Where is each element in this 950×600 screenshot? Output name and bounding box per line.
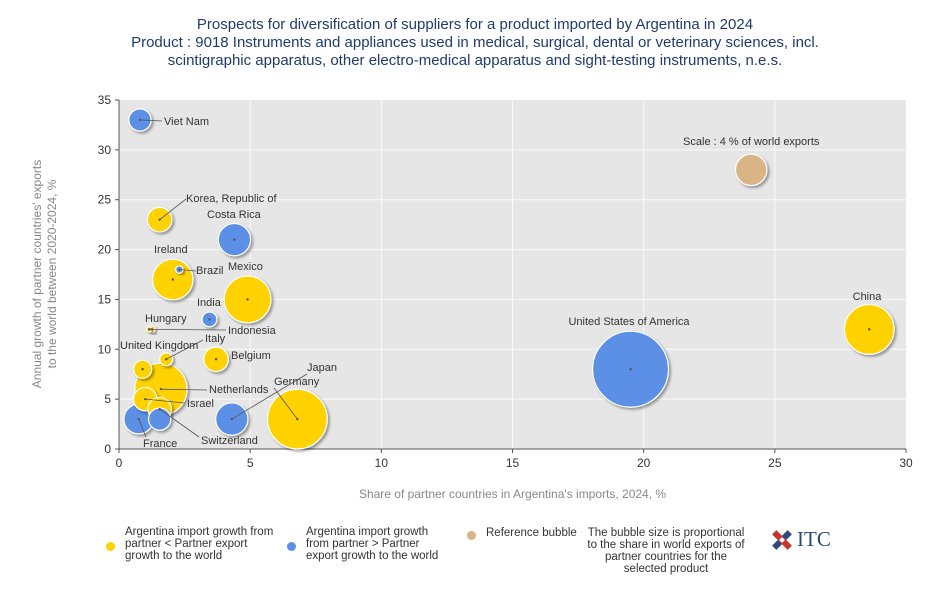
bubble-center-ireland (171, 278, 174, 281)
legend-blue-label: Argentina import growth from partner > P… (306, 526, 439, 562)
bubble-center-india (208, 318, 211, 321)
bubble-unlabeled (147, 407, 172, 431)
leader-line-italy (166, 339, 204, 360)
legend-yellow-dot (106, 542, 115, 551)
y-tick-label: 25 (98, 193, 112, 207)
x-tick-label: 5 (247, 456, 254, 470)
y-tick-label: 15 (98, 292, 112, 306)
leader-line-france (138, 418, 147, 438)
title-line-3: scintigraphic apparatus, other electro-m… (167, 52, 783, 69)
legend-yellow-label: Argentina import growth from partner < P… (125, 526, 274, 562)
x-tick-label: 10 (375, 456, 389, 470)
leader-line-switzerland (159, 408, 200, 438)
label-germany: Germany (274, 376, 320, 388)
y-tick-label: 5 (104, 392, 111, 406)
legend-reference-dot (467, 531, 476, 540)
label-indonesia: Indonesia (228, 325, 277, 337)
label-ireland: Ireland (154, 244, 188, 256)
y-axis-label: to the world between 2020-2024, % (45, 179, 59, 368)
legend-item-blue: Argentina import growth from partner > P… (282, 522, 452, 580)
label-india: India (197, 297, 222, 309)
legend-reference-label: Reference bubble (486, 527, 577, 539)
bubble-center-switzerland (158, 407, 161, 411)
y-tick-label: 20 (98, 243, 112, 257)
bubble-center-costa-rica (233, 238, 236, 241)
label-netherlands: Netherlands (209, 384, 269, 396)
bubble-center-israel (144, 397, 147, 401)
x-tick-label: 30 (899, 456, 913, 470)
label-france: France (143, 438, 177, 450)
label-china: China (853, 291, 883, 303)
leader-line-japan (231, 373, 308, 420)
bubble-center-united-kingdom (141, 368, 144, 371)
bubble-center-italy (165, 358, 168, 361)
label-brazil: Brazil (196, 265, 224, 277)
chart-title: Prospects for diversification of supplie… (0, 16, 950, 70)
leader-line-korea-republic-of (159, 198, 187, 220)
leader-line-germany (273, 387, 298, 420)
x-axis-label: Share of partner countries in Argentina'… (359, 487, 666, 501)
legend-blue-dot (287, 542, 296, 551)
legend-size-note-text: The bubble size is proportional to the s… (587, 527, 745, 575)
leader-line-indonesia (149, 328, 227, 331)
label-hungary: Hungary (145, 313, 187, 325)
legend-item-yellow: Argentina import growth from partner < P… (100, 522, 273, 580)
itc-logo-icon (772, 530, 792, 550)
y-tick-label: 30 (98, 143, 112, 157)
itc-logo-text: ITC (797, 527, 831, 551)
y-tick-label: 35 (98, 93, 112, 107)
legend-item-reference: Reference bubble (462, 522, 582, 580)
label-united-kingdom: United Kingdom (120, 340, 198, 352)
label-mexico: Mexico (228, 261, 263, 273)
label-costa-rica: Costa Rica (207, 209, 262, 221)
y-tick-label: 0 (104, 442, 111, 456)
x-tick-label: 0 (116, 456, 123, 470)
bubble-chart: 0 5 10 15 20 25 30 0 5 10 15 20 25 30 35 Share of partn… (30, 93, 913, 501)
bubble-center-france (137, 417, 140, 421)
bubble-center-brazil (178, 268, 181, 271)
y-tick-label: 10 (98, 342, 112, 356)
bubble-center-viet-nam (138, 118, 142, 122)
bubble-center-netherlands (159, 387, 163, 391)
leader-line-viet-nam (139, 119, 163, 122)
bubble-center-united-states-of-america (629, 368, 632, 371)
legend-bubble-size-note: The bubble size is proportional to the s… (587, 522, 747, 580)
x-tick-label: 20 (637, 456, 651, 470)
x-tick-label: 25 (768, 456, 782, 470)
label-korea-republic-of: Korea, Republic of (186, 193, 277, 205)
label-united-states-of-america: United States of America (568, 316, 690, 328)
label-japan: Japan (307, 362, 337, 374)
leader-line-brazil (179, 269, 197, 272)
label-israel: Israel (187, 398, 214, 410)
label-belgium: Belgium (231, 350, 271, 362)
leader-line-israel (145, 398, 186, 404)
leader-line-netherlands (160, 388, 208, 391)
x-tick-label: 15 (506, 456, 520, 470)
y-axis-label: Annual growth of partner countries' expo… (30, 160, 44, 388)
label-switzerland: Switzerland (201, 435, 258, 447)
bubble-center-mexico (246, 298, 249, 301)
title-line-2: Product : 9018 Instruments and appliance… (131, 34, 819, 51)
bubble-reference (734, 153, 768, 187)
title-line-1: Prospects for diversification of supplie… (196, 16, 754, 33)
bubble-center-indonesia (147, 328, 151, 331)
bubble-center-belgium (214, 358, 218, 361)
reference-bubble-label: Scale : 4 % of world exports (683, 136, 820, 148)
label-italy: Italy (205, 333, 226, 345)
bubble-center-china (868, 328, 871, 331)
bubble-center-korea-republic-of (158, 218, 161, 221)
bubble-center-germany (296, 417, 299, 421)
bubble-center-japan (230, 417, 234, 421)
label-viet-nam: Viet Nam (164, 116, 209, 128)
